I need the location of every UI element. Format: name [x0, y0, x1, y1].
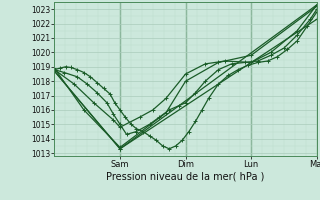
X-axis label: Pression niveau de la mer( hPa ): Pression niveau de la mer( hPa ) — [107, 172, 265, 182]
